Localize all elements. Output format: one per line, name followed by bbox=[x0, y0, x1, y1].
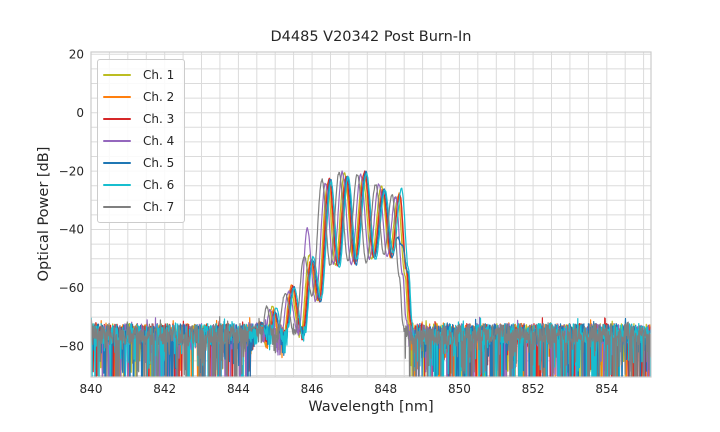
legend-item: Ch. 7 bbox=[103, 196, 178, 218]
x-tick-label: 854 bbox=[595, 382, 618, 396]
x-tick-label: 844 bbox=[227, 382, 250, 396]
chart-title: D4485 V20342 Post Burn-In bbox=[270, 29, 472, 45]
y-tick-label: −20 bbox=[59, 164, 84, 178]
legend-item-label: Ch. 2 bbox=[143, 90, 175, 104]
legend-line-sample bbox=[103, 206, 131, 208]
x-tick-label: 848 bbox=[374, 382, 397, 396]
y-tick-label: −40 bbox=[59, 223, 84, 237]
tick-labels: 840 842 844 846 848 850 852 854 20 0 −20 −40 −60 −80 bbox=[59, 48, 619, 397]
legend-item: Ch. 3 bbox=[103, 108, 178, 130]
legend-line-sample bbox=[103, 118, 131, 120]
legend-item-label: Ch. 1 bbox=[143, 68, 175, 82]
legend-item-label: Ch. 5 bbox=[143, 156, 175, 170]
x-tick-label: 842 bbox=[153, 382, 176, 396]
x-tick-label: 840 bbox=[80, 382, 103, 396]
legend-item-label: Ch. 4 bbox=[143, 134, 175, 148]
y-axis-label: Optical Power [dB] bbox=[36, 146, 52, 282]
series-ch-7 bbox=[91, 171, 651, 377]
y-tick-label: −80 bbox=[59, 340, 84, 354]
legend-item-label: Ch. 6 bbox=[143, 178, 175, 192]
legend-item-label: Ch. 7 bbox=[143, 200, 175, 214]
plot-frame bbox=[90, 51, 652, 378]
x-axis-label: Wavelength [nm] bbox=[308, 399, 434, 415]
legend-item: Ch. 5 bbox=[103, 152, 178, 174]
x-tick-label: 850 bbox=[448, 382, 471, 396]
legend-item: Ch. 4 bbox=[103, 130, 178, 152]
series-group bbox=[91, 170, 651, 377]
x-tick-label: 852 bbox=[522, 382, 545, 396]
legend-line-sample bbox=[103, 140, 131, 142]
legend-line-sample bbox=[103, 74, 131, 76]
legend-line-sample bbox=[103, 184, 131, 186]
legend-item: Ch. 6 bbox=[103, 174, 178, 196]
legend-item-label: Ch. 3 bbox=[143, 112, 175, 126]
y-tick-label: 0 bbox=[76, 106, 84, 120]
legend: Ch. 1 Ch. 2 Ch. 3 Ch. 4 Ch. 5 Ch. 6 Ch. 7 bbox=[97, 59, 185, 223]
legend-item: Ch. 1 bbox=[103, 64, 178, 86]
legend-line-sample bbox=[103, 162, 131, 164]
legend-item: Ch. 2 bbox=[103, 86, 178, 108]
y-tick-label: −60 bbox=[59, 281, 84, 295]
y-tick-label: 20 bbox=[69, 48, 84, 62]
legend-line-sample bbox=[103, 96, 131, 98]
x-tick-label: 846 bbox=[301, 382, 324, 396]
